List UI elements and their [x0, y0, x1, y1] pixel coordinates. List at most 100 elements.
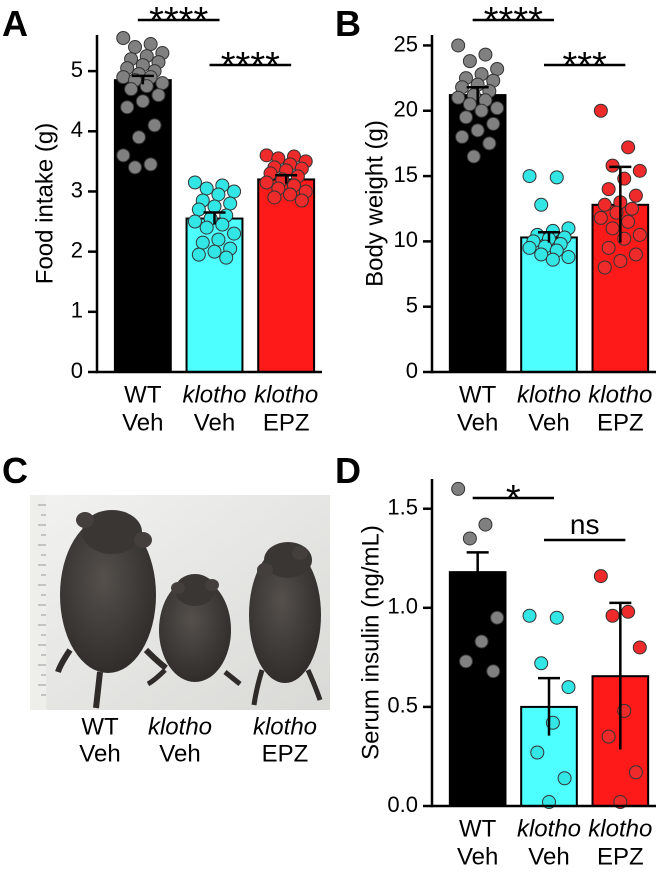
- data-point: [466, 149, 481, 164]
- data-point: [451, 38, 466, 53]
- data-point: [557, 771, 572, 786]
- y-axis-label: Serum insulin (ng/mL): [357, 525, 384, 760]
- y-tick-label: 10: [394, 227, 418, 252]
- x-tick-label: Veh: [122, 409, 163, 436]
- data-point: [482, 136, 497, 151]
- data-point: [195, 235, 210, 250]
- data-point: [605, 221, 620, 236]
- data-point: [283, 187, 298, 202]
- data-point: [613, 253, 628, 268]
- x-tick-label: WT: [459, 815, 497, 842]
- data-point: [478, 517, 493, 532]
- data-point: [625, 201, 640, 216]
- error-bar: [466, 551, 489, 592]
- error-bar: [466, 85, 489, 103]
- error-bar: [538, 676, 560, 736]
- y-tick-label: 1.0: [387, 594, 418, 619]
- data-point: [259, 175, 274, 190]
- data-point: [207, 244, 222, 259]
- x-tick-label: Veh: [528, 409, 569, 436]
- data-point: [451, 481, 466, 496]
- data-point: [534, 197, 549, 212]
- x-tick-label: WT: [124, 381, 162, 408]
- data-point: [530, 745, 545, 760]
- data-point: [151, 88, 166, 103]
- data-point: [219, 250, 234, 265]
- data-point: [211, 232, 226, 247]
- mouse-wt: [55, 510, 168, 709]
- data-point: [545, 252, 560, 267]
- error-bar: [275, 173, 298, 184]
- x-tick-label: Veh: [457, 409, 498, 436]
- data-point: [478, 47, 493, 62]
- data-point: [455, 129, 470, 144]
- x-tick-label: WT: [459, 381, 497, 408]
- ruler: [30, 495, 46, 710]
- data-point: [207, 199, 222, 214]
- data-point: [187, 175, 202, 190]
- bar: [113, 79, 172, 373]
- y-tick-label: 5: [71, 57, 83, 82]
- photo-label: klotho: [148, 713, 212, 740]
- data-point: [116, 31, 131, 46]
- data-point: [294, 193, 309, 208]
- data-point: [462, 531, 477, 546]
- photo-label: Veh: [159, 740, 200, 767]
- data-point: [605, 158, 620, 173]
- y-axis-label: Food intake (g): [31, 123, 58, 284]
- data-point: [561, 250, 576, 265]
- y-tick-label: 5: [406, 293, 418, 318]
- error-bar: [131, 74, 154, 85]
- data-point: [187, 214, 202, 229]
- error-bar: [609, 165, 632, 243]
- y-tick-label: 1: [71, 298, 83, 323]
- error-bar: [538, 230, 560, 243]
- y-tick-label: 0.5: [387, 693, 418, 718]
- data-point: [259, 148, 274, 163]
- y-axis-label: Body weight (g): [361, 120, 388, 287]
- x-tick-label: klotho: [254, 381, 318, 408]
- y-tick-label: 0.0: [387, 792, 418, 817]
- data-point: [490, 610, 505, 625]
- data-point: [211, 187, 226, 202]
- panel-letter: D: [335, 450, 361, 491]
- data-point: [534, 656, 549, 671]
- y-tick-label: 3: [71, 177, 83, 202]
- bar: [257, 178, 316, 373]
- x-tick-label: klotho: [588, 815, 652, 842]
- data-point: [155, 76, 170, 91]
- data-point: [474, 103, 489, 118]
- data-point: [462, 97, 477, 112]
- data-point: [490, 101, 505, 116]
- data-point: [199, 220, 214, 235]
- data-point: [458, 654, 473, 669]
- data-point: [191, 202, 206, 217]
- photo-label: WT: [81, 713, 119, 740]
- data-point: [628, 188, 643, 203]
- significance-label: ****: [221, 45, 280, 87]
- data-point: [267, 190, 282, 205]
- data-point: [147, 118, 162, 133]
- data-point: [199, 181, 214, 196]
- data-point: [486, 116, 501, 131]
- data-point: [128, 40, 143, 55]
- y-tick-label: 2: [71, 237, 83, 262]
- significance-label: ****: [484, 0, 543, 42]
- data-point: [486, 664, 501, 679]
- data-point: [120, 100, 135, 115]
- mouse-klotho-epz: [249, 542, 323, 706]
- data-point: [143, 157, 158, 172]
- data-point: [128, 160, 143, 175]
- data-point: [632, 163, 647, 178]
- data-point: [597, 197, 612, 212]
- data-point: [593, 210, 608, 225]
- bar: [448, 571, 507, 807]
- data-point: [593, 569, 608, 584]
- data-point: [549, 610, 564, 625]
- data-point: [490, 61, 505, 76]
- data-point: [605, 608, 620, 623]
- y-tick-label: 0: [406, 358, 418, 383]
- photo-label: Veh: [79, 740, 120, 767]
- error-bar: [609, 601, 632, 750]
